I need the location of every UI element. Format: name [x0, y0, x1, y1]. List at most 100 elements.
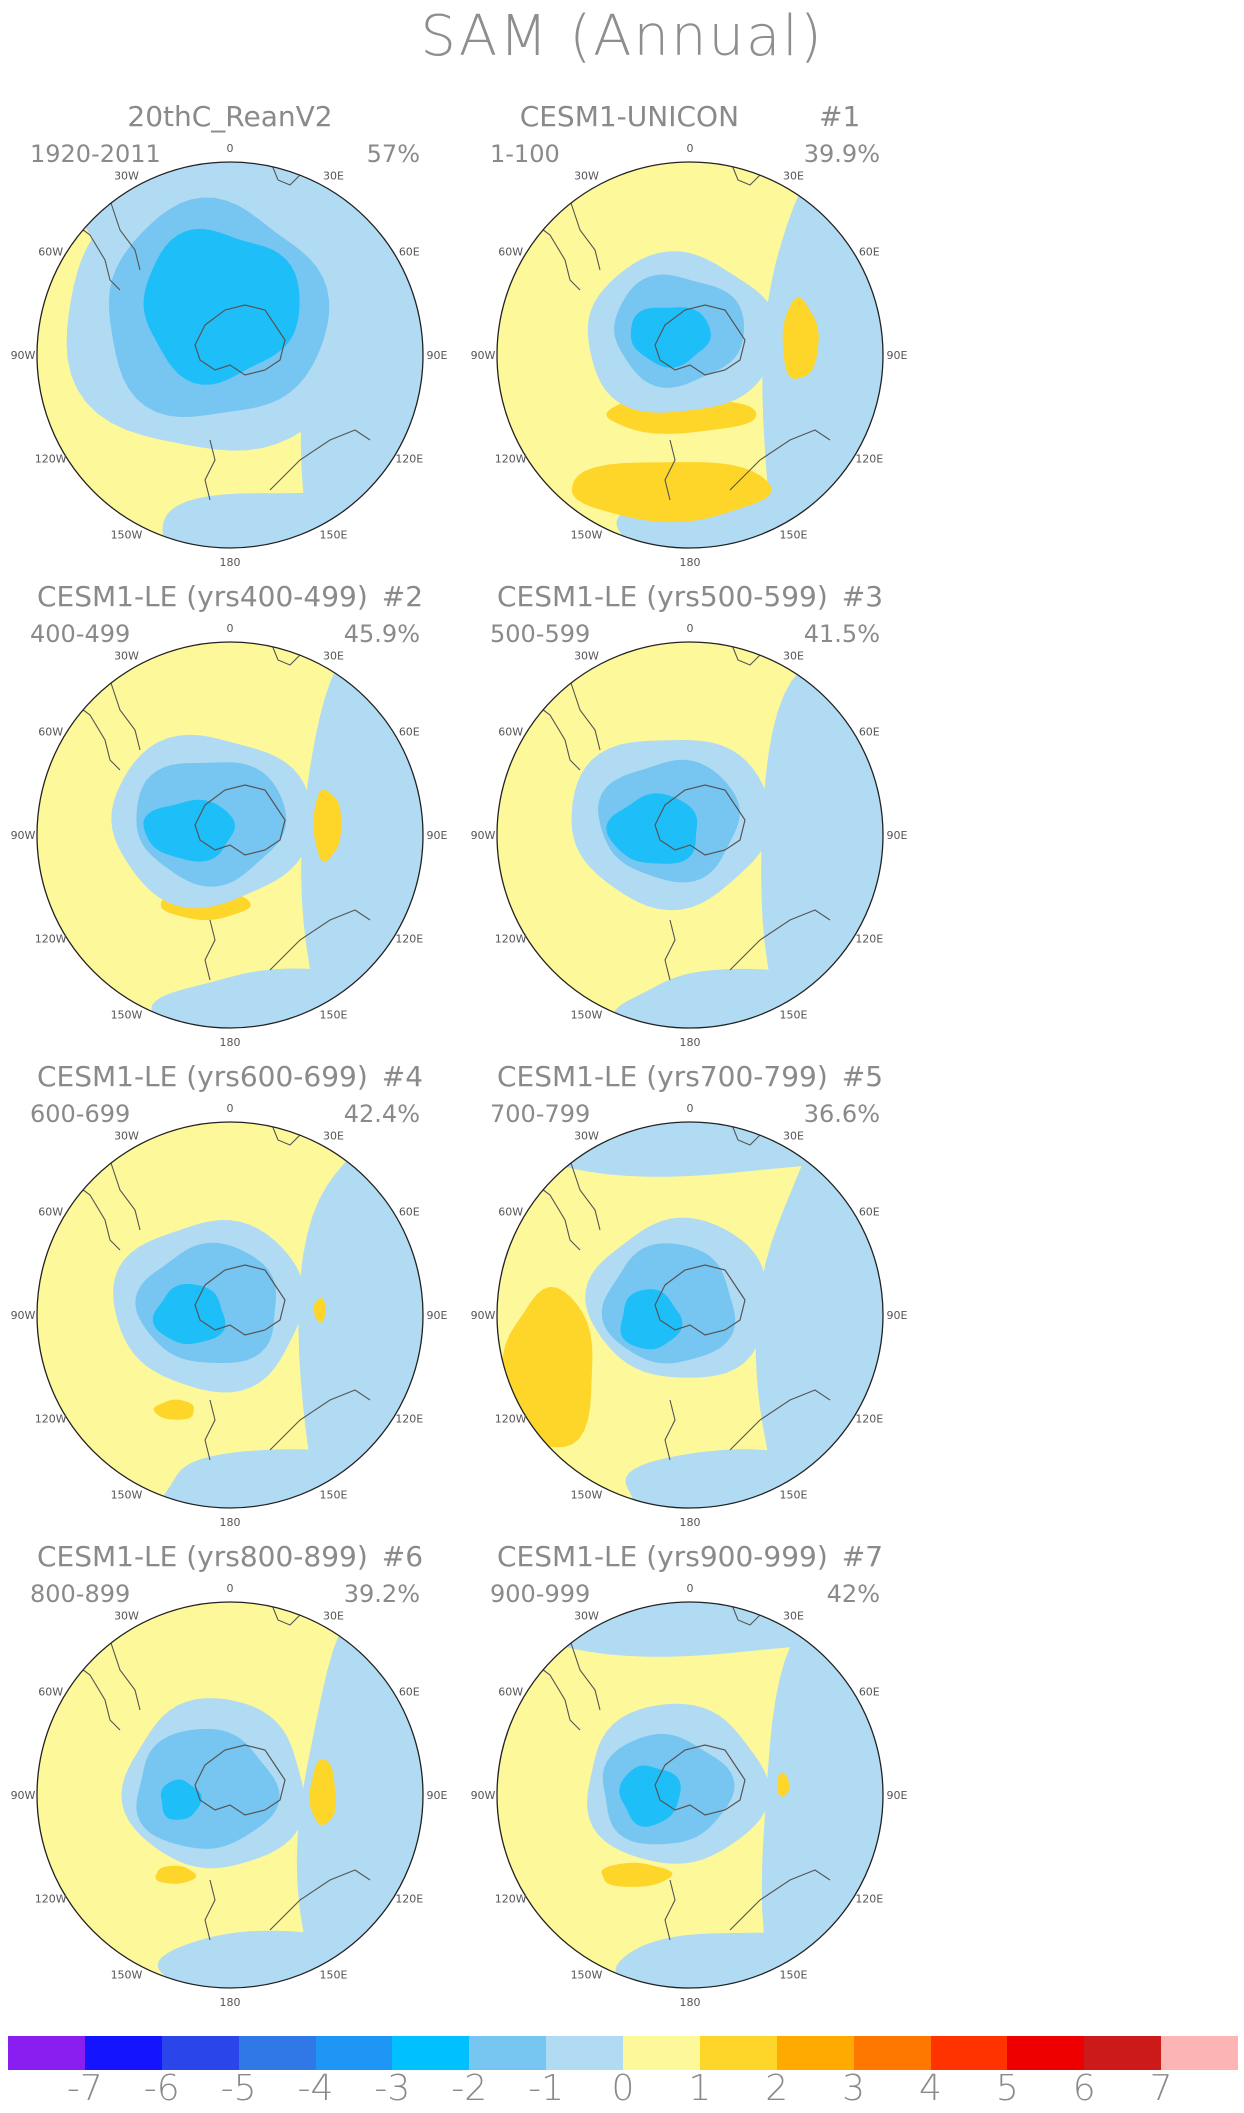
- field-positive-max: [153, 1399, 194, 1420]
- longitude-label: 60W: [498, 1686, 523, 1699]
- longitude-label: 30E: [323, 650, 344, 663]
- panel-title: CESM1-LE (yrs900-999) #7: [470, 1540, 910, 1573]
- colorbar-label: -2: [451, 2068, 488, 2109]
- australia-coastline: [269, 909, 371, 971]
- longitude-label: 30W: [574, 170, 599, 183]
- field-band: [162, 492, 423, 548]
- longitude-label: 120W: [495, 1413, 527, 1426]
- longitude-label: 150W: [111, 1488, 143, 1501]
- longitude-label: 0: [687, 1582, 694, 1595]
- panel-title-text: CESM1-LE (yrs400-499): [36, 580, 368, 613]
- panel-number: #3: [841, 580, 884, 613]
- africa-coastline: [724, 162, 766, 186]
- longitude-label: 30W: [574, 1130, 599, 1143]
- longitude-label: 150E: [780, 1008, 808, 1021]
- colorbar-label: -3: [374, 2068, 411, 2109]
- new-zealand-coastline: [204, 439, 216, 501]
- africa-coastline: [264, 162, 306, 186]
- field-negative-3: [606, 793, 698, 864]
- field-positive-max: [155, 1865, 197, 1884]
- map-boundary: [36, 641, 424, 1029]
- field-negative-3: [630, 307, 711, 368]
- longitude-label: 120E: [395, 1413, 423, 1426]
- longitude-label: 120E: [395, 933, 423, 946]
- longitude-label: 150W: [111, 528, 143, 541]
- longitude-label: 120E: [395, 453, 423, 466]
- antarctica-coastline: [194, 304, 286, 376]
- longitude-label: 150W: [111, 1968, 143, 1981]
- new-zealand-coastline: [204, 1879, 216, 1941]
- longitude-label: 180: [220, 1036, 241, 1049]
- antarctica-coastline: [194, 784, 286, 856]
- longitude-label: 60W: [38, 246, 63, 259]
- panel-percent: 36.6%: [803, 1100, 880, 1128]
- longitude-label: 90E: [887, 349, 908, 362]
- panel-title: CESM1-LE (yrs600-699) #4: [10, 1060, 450, 1093]
- longitude-label: 60E: [859, 246, 880, 259]
- longitude-label: 60W: [38, 1686, 63, 1699]
- longitude-label: 60W: [498, 246, 523, 259]
- longitude-label: 0: [227, 622, 234, 635]
- longitude-label: 30E: [783, 1610, 804, 1623]
- panel-years: 700-799: [490, 1100, 591, 1128]
- polar-map: 0 30E 60E 90E 120E 150E 180 150W 120W 90W 60W 30W: [11, 1582, 448, 2009]
- longitude-label: 30W: [114, 650, 139, 663]
- map-boundary: [496, 1121, 884, 1509]
- map-boundary: [496, 641, 884, 1029]
- longitude-label: 180: [220, 1516, 241, 1529]
- longitude-label: 90E: [887, 829, 908, 842]
- new-zealand-coastline: [664, 1879, 676, 1941]
- longitude-label: 60E: [859, 1206, 880, 1219]
- longitude-label: 120W: [35, 1413, 67, 1426]
- longitude-label: 30E: [783, 650, 804, 663]
- longitude-label: 120W: [495, 933, 527, 946]
- colorbar-segment: [546, 2036, 623, 2070]
- panel-title-text: CESM1-LE (yrs900-999): [496, 1540, 828, 1573]
- longitude-label: 0: [227, 1102, 234, 1115]
- map-panel: CESM1-LE (yrs400-499) #2 400-499 45.9% 0 30E 6…: [10, 580, 450, 1060]
- panel-percent: 39.2%: [343, 1580, 420, 1608]
- colorbar-segment: [8, 2036, 85, 2070]
- panel-years: 900-999: [490, 1580, 591, 1608]
- colorbar-segment: [930, 2036, 1008, 2070]
- colorbar-segment: [161, 2036, 239, 2070]
- longitude-label: 90E: [427, 1309, 448, 1322]
- longitude-label: 0: [227, 1582, 234, 1595]
- field-positive-max: [777, 1772, 790, 1797]
- longitude-label: 30E: [323, 1130, 344, 1143]
- panel-title-text: CESM1-LE (yrs800-899): [36, 1540, 368, 1573]
- longitude-label: 30W: [574, 1610, 599, 1623]
- panel-title-text: CESM1-LE (yrs600-699): [36, 1060, 368, 1093]
- longitude-label: 120E: [395, 1893, 423, 1906]
- panel-title-text: 20thC_ReanV2: [127, 100, 333, 133]
- colorbar-segment: [469, 2036, 547, 2070]
- polar-map: 0 30E 60E 90E 120E 150E 180 150W 120W 90W 60W 30W: [471, 1102, 908, 1529]
- africa-coastline: [724, 642, 766, 666]
- africa-coastline: [264, 642, 306, 666]
- new-zealand-coastline: [664, 1399, 676, 1461]
- panel-number: #4: [381, 1060, 424, 1093]
- longitude-label: 60W: [38, 1206, 63, 1219]
- panel-percent: 45.9%: [343, 620, 420, 648]
- colorbar-label: -1: [528, 2068, 565, 2109]
- longitude-label: 90E: [427, 1789, 448, 1802]
- longitude-label: 90W: [11, 829, 36, 842]
- antarctica-coastline: [654, 1264, 746, 1336]
- panel-title: CESM1-LE (yrs400-499) #2: [10, 580, 450, 613]
- longitude-label: 150W: [111, 1008, 143, 1021]
- longitude-label: 150E: [320, 528, 348, 541]
- map-boundary: [36, 1121, 424, 1509]
- longitude-label: 150W: [571, 528, 603, 541]
- map-boundary: [36, 161, 424, 549]
- panel-title: CESM1-LE (yrs700-799) #5: [470, 1060, 910, 1093]
- longitude-label: 30E: [323, 1610, 344, 1623]
- panel-title: 20thC_ReanV2: [10, 100, 450, 133]
- panel-title: CESM1-UNICON #1: [470, 100, 910, 133]
- longitude-label: 90W: [471, 349, 496, 362]
- longitude-label: 90E: [887, 1789, 908, 1802]
- longitude-label: 30E: [783, 1130, 804, 1143]
- panel-percent: 42.4%: [343, 1100, 420, 1128]
- polar-map: 0 30E 60E 90E 120E 150E 180 150W 120W 90W 60W 30W: [471, 622, 908, 1049]
- map-boundary: [496, 161, 884, 549]
- colorbar-label: -5: [220, 2068, 257, 2109]
